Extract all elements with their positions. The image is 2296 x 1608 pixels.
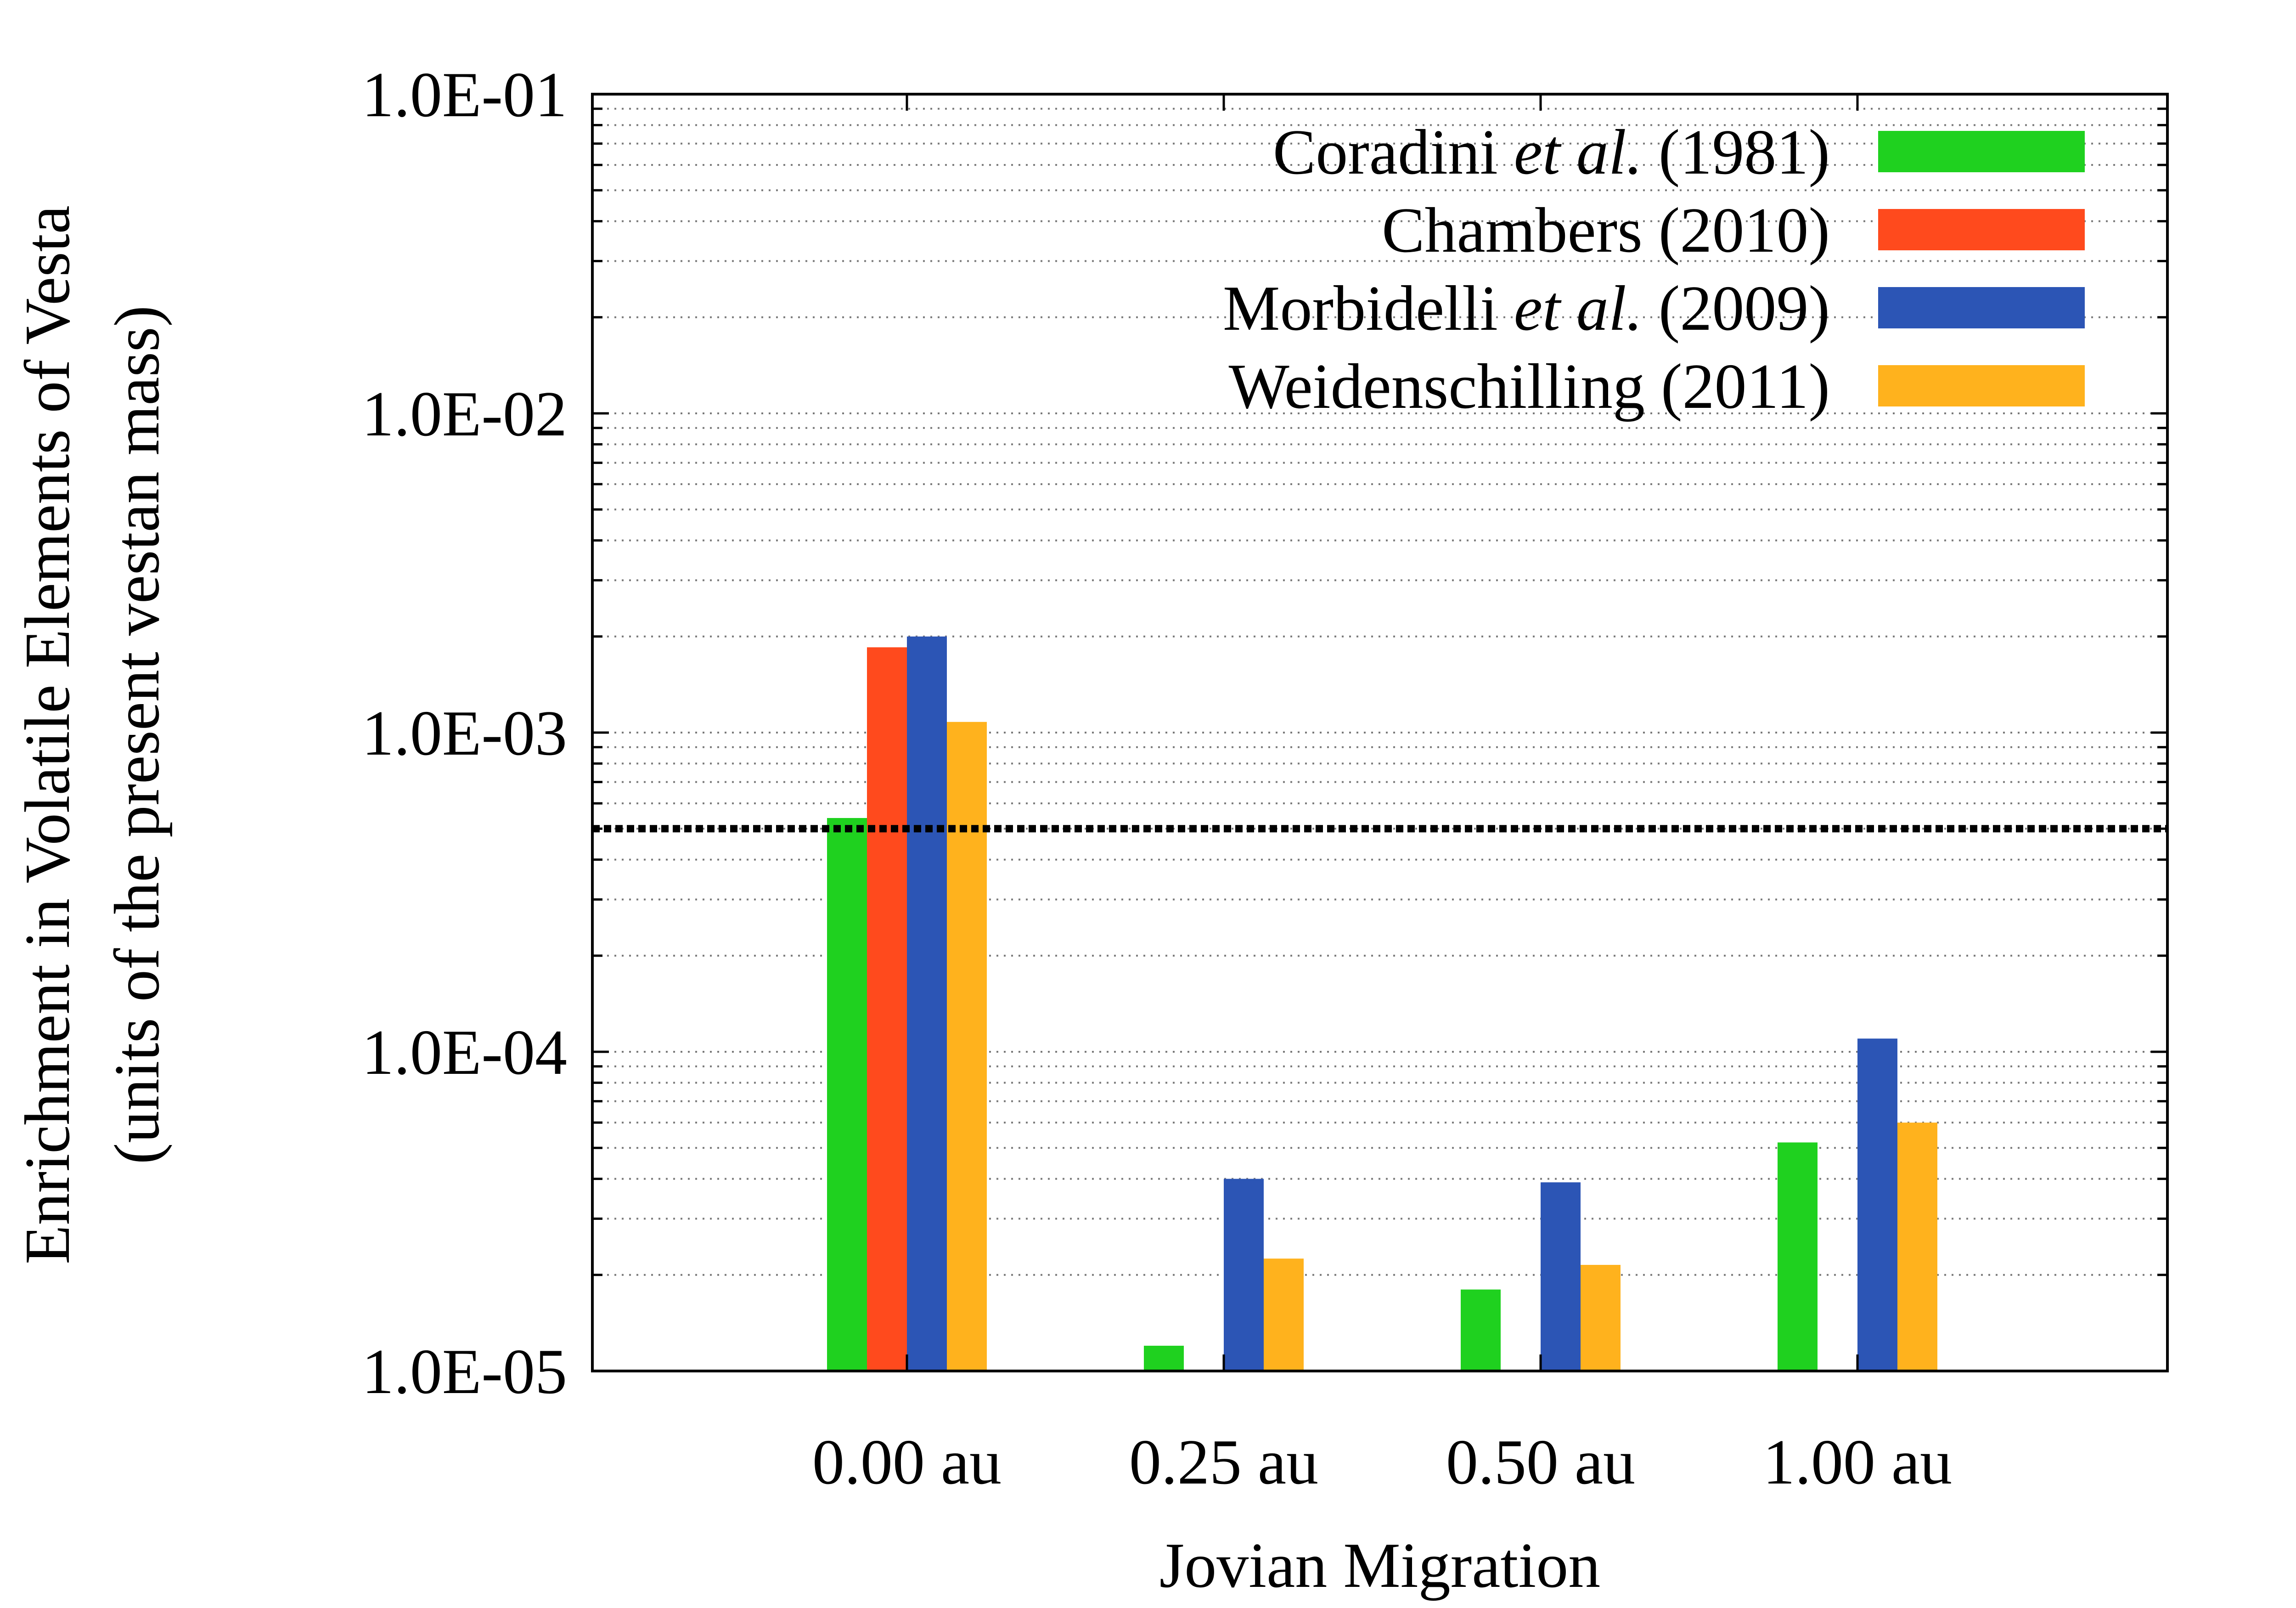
y-tick-label: 1.0E-03 <box>362 698 567 769</box>
x-tick-label: 1.00 au <box>1763 1427 1952 1498</box>
y-axis-title-line2: (units of the present vestan mass) <box>101 305 173 1164</box>
x-axis-title: Jovian Migration <box>1159 1530 1600 1601</box>
legend-swatch <box>1878 365 2085 406</box>
plot-frame <box>591 93 2169 1372</box>
y-tick-label: 1.0E-04 <box>362 1017 567 1088</box>
bar <box>1541 1182 1581 1371</box>
grid <box>592 107 2167 1276</box>
legend-label: Chambers (2010) <box>1382 195 1830 266</box>
bar <box>1857 1038 1897 1371</box>
legend-label: Coradini et al. (1981) <box>1273 117 1830 188</box>
legend-label-part: Coradini <box>1273 117 1514 188</box>
axes <box>591 93 2169 1372</box>
legend-swatch <box>1878 131 2085 172</box>
x-tick-label: 0.25 au <box>1129 1427 1318 1498</box>
bar <box>1224 1179 1264 1371</box>
legend-swatch <box>1878 287 2085 328</box>
bar <box>1778 1142 1818 1371</box>
bar <box>1264 1258 1304 1371</box>
legend-label-part: et al. <box>1514 273 1643 344</box>
legend-label-part: (1981) <box>1643 117 1830 188</box>
legend-label-part: Morbidelli <box>1223 273 1514 344</box>
y-tick-label: 1.0E-02 <box>362 378 567 450</box>
y-axis-title-line1: Enrichment in Volatile Elements of Vesta <box>12 205 83 1264</box>
bar <box>1144 1345 1184 1371</box>
legend-label-part: Weidenschilling (2011) <box>1229 351 1830 422</box>
bar <box>1581 1264 1621 1371</box>
legend: Coradini et al. (1981)Chambers (2010)Mor… <box>1223 117 2085 422</box>
bar <box>907 636 947 1371</box>
bar <box>1461 1289 1501 1371</box>
legend-swatch <box>1878 209 2085 250</box>
axis-labels: Jovian Migration Enrichment in Volatile … <box>12 205 1600 1601</box>
legend-label: Morbidelli et al. (2009) <box>1223 273 1830 344</box>
bar <box>1897 1123 1937 1371</box>
bar <box>827 818 867 1371</box>
legend-label-part: Chambers (2010) <box>1382 195 1830 266</box>
y-tick-label: 1.0E-05 <box>362 1336 567 1407</box>
legend-label: Weidenschilling (2011) <box>1229 351 1830 422</box>
bar <box>947 722 987 1371</box>
x-tick-label: 0.00 au <box>812 1427 1002 1498</box>
x-tick-label: 0.50 au <box>1446 1427 1635 1498</box>
legend-label-part: (2009) <box>1643 273 1830 344</box>
bars <box>827 636 1937 1371</box>
y-tick-label: 1.0E-01 <box>362 59 567 130</box>
bar <box>867 647 907 1371</box>
tick-labels: 1.0E-05 1.0E-04 1.0E-03 1.0E-02 1.0E-01 0.00 … <box>362 59 1952 1498</box>
legend-label-part: et al. <box>1514 117 1643 188</box>
